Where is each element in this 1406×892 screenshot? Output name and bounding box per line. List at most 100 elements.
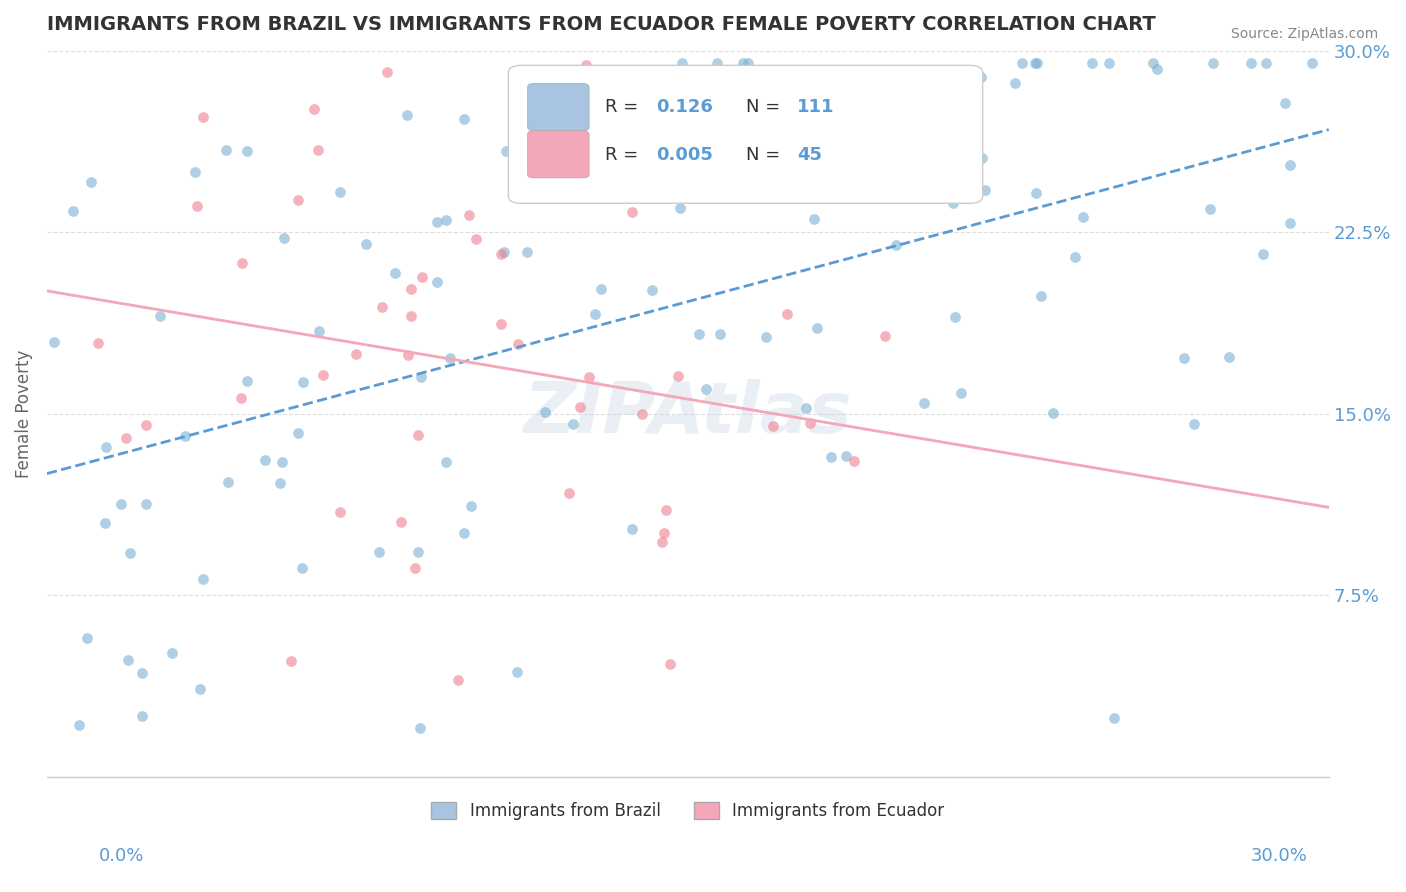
Text: 0.126: 0.126 <box>655 98 713 117</box>
Point <box>1199 202 1222 217</box>
Point <box>215 143 238 157</box>
Point <box>1024 56 1046 70</box>
Text: ZIPAtlas: ZIPAtlas <box>523 379 852 449</box>
Point <box>308 324 330 338</box>
Point <box>494 245 516 260</box>
Point <box>42 334 65 349</box>
Point <box>641 283 664 297</box>
Text: IMMIGRANTS FROM BRAZIL VS IMMIGRANTS FROM ECUADOR FEMALE POVERTY CORRELATION CHA: IMMIGRANTS FROM BRAZIL VS IMMIGRANTS FRO… <box>46 15 1156 34</box>
Point <box>578 370 600 384</box>
Point <box>709 327 731 342</box>
Point <box>589 282 612 296</box>
Point <box>505 665 527 679</box>
Point <box>516 244 538 259</box>
Point <box>688 326 710 341</box>
Point <box>1218 350 1240 364</box>
Text: 0.005: 0.005 <box>655 145 713 163</box>
Point <box>621 204 644 219</box>
Point <box>506 337 529 351</box>
Point <box>191 110 214 124</box>
Point <box>562 417 585 431</box>
Point <box>1146 62 1168 76</box>
Point <box>489 246 512 260</box>
Point <box>703 120 725 134</box>
Point <box>801 169 824 184</box>
Point <box>291 375 314 389</box>
Point <box>110 497 132 511</box>
Point <box>236 374 259 388</box>
Point <box>389 515 412 529</box>
Point <box>409 722 432 736</box>
Text: R =: R = <box>605 98 644 117</box>
Point <box>806 321 828 335</box>
Text: R =: R = <box>605 145 644 163</box>
Point <box>1254 56 1277 70</box>
Point <box>329 505 352 519</box>
Text: 45: 45 <box>797 145 821 163</box>
Point <box>974 183 997 197</box>
Point <box>1173 351 1195 366</box>
Point <box>950 386 973 401</box>
Point <box>135 418 157 433</box>
Point <box>367 545 389 559</box>
Point <box>706 56 728 70</box>
Point <box>287 193 309 207</box>
Point <box>291 561 314 575</box>
Point <box>186 198 208 212</box>
Point <box>96 440 118 454</box>
Point <box>457 208 479 222</box>
Point <box>149 309 172 323</box>
Point <box>583 307 606 321</box>
Point <box>269 475 291 490</box>
Point <box>658 657 681 671</box>
Text: N =: N = <box>745 145 786 163</box>
Point <box>404 561 426 575</box>
Point <box>1251 247 1274 261</box>
Y-axis label: Female Poverty: Female Poverty <box>15 350 32 478</box>
Point <box>1279 216 1302 230</box>
Point <box>799 416 821 430</box>
Point <box>655 503 678 517</box>
Point <box>434 212 457 227</box>
Point <box>755 330 778 344</box>
Point <box>254 453 277 467</box>
Point <box>1240 56 1263 70</box>
Point <box>436 455 458 469</box>
Point <box>970 70 993 85</box>
Point <box>1102 711 1125 725</box>
Point <box>329 185 352 199</box>
Point <box>491 317 513 331</box>
Point <box>794 401 817 416</box>
FancyBboxPatch shape <box>509 65 983 203</box>
Point <box>287 426 309 441</box>
Point <box>460 499 482 513</box>
Point <box>399 282 422 296</box>
Point <box>184 165 207 179</box>
Point <box>302 102 325 116</box>
Point <box>651 534 673 549</box>
Point <box>1142 56 1164 70</box>
Point <box>1278 158 1301 172</box>
Point <box>666 368 689 383</box>
Point <box>873 328 896 343</box>
Point <box>731 56 754 70</box>
Point <box>1301 56 1323 70</box>
Point <box>439 351 461 366</box>
Point <box>600 172 623 186</box>
Point <box>669 202 692 216</box>
Point <box>384 266 406 280</box>
Point <box>534 405 557 419</box>
Point <box>312 368 335 382</box>
Point <box>575 58 598 72</box>
Point <box>131 709 153 723</box>
Point <box>271 455 294 469</box>
Point <box>426 276 449 290</box>
Point <box>453 526 475 541</box>
Point <box>62 204 84 219</box>
Legend: Immigrants from Brazil, Immigrants from Ecuador: Immigrants from Brazil, Immigrants from … <box>425 795 950 827</box>
Point <box>120 546 142 560</box>
Point <box>1064 250 1087 264</box>
Point <box>1201 56 1223 70</box>
Point <box>69 717 91 731</box>
Point <box>399 309 422 323</box>
